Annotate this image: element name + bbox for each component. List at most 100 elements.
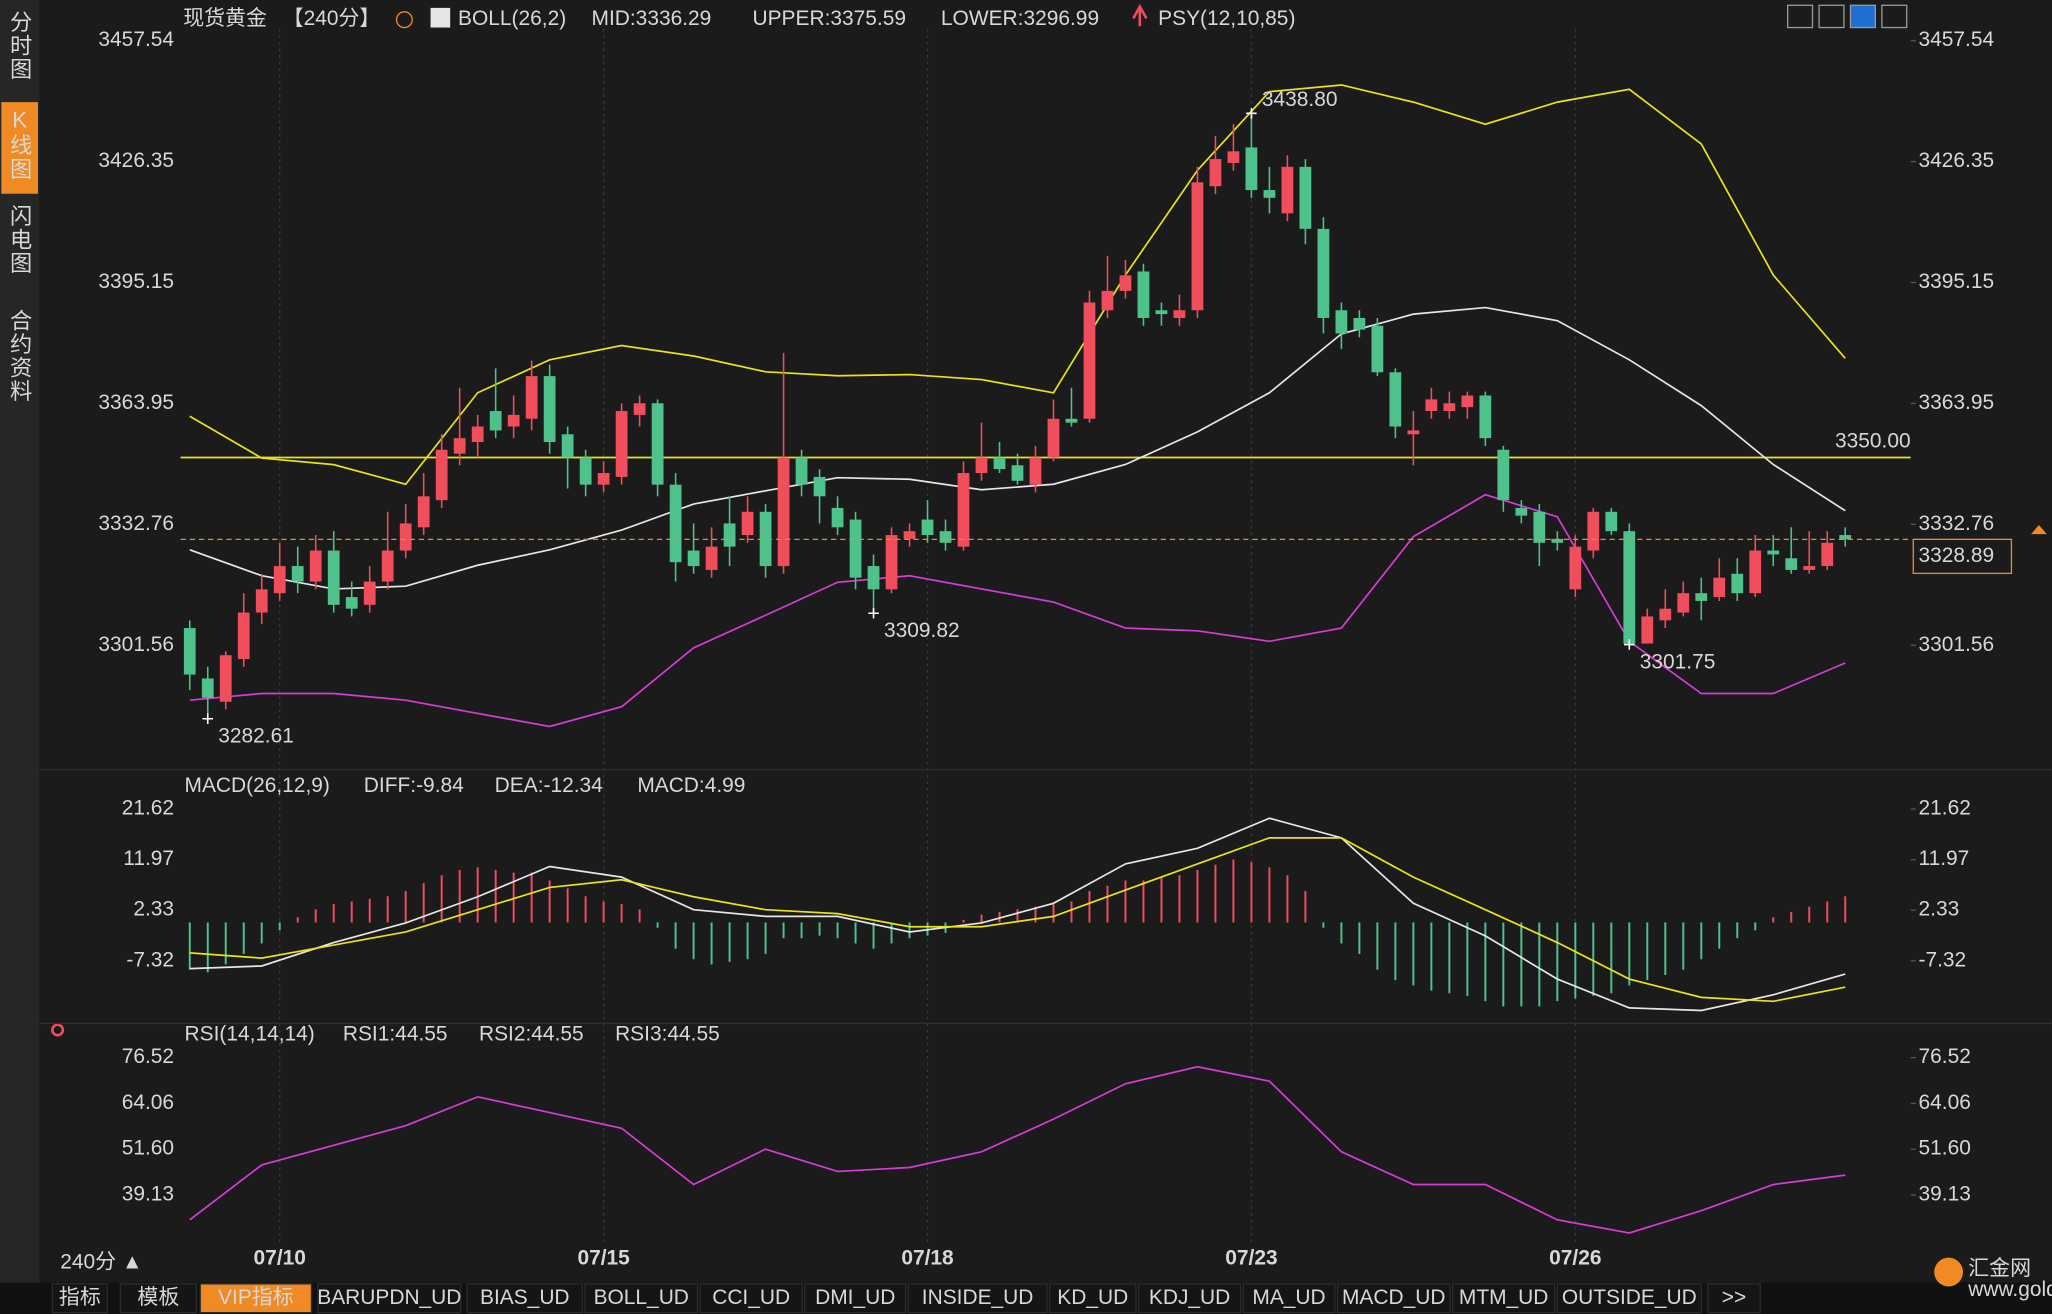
indicator-tab-label[interactable]: CCI_UD [712, 1286, 790, 1309]
sidebar-tab-label[interactable]: 闪电图 [7, 204, 32, 275]
candle-body [1695, 593, 1708, 601]
indicator-tab-label[interactable]: >> [1722, 1286, 1746, 1309]
indicator-tab-label[interactable]: MA_UD [1252, 1286, 1325, 1309]
boll-icon [430, 7, 451, 28]
indicator-tab[interactable] [317, 1283, 462, 1314]
y-tick-label: 76.52 [1919, 1045, 1971, 1068]
indicator-tab[interactable] [1707, 1283, 1761, 1314]
legend-entry: LOWER:3296.99 [941, 7, 1099, 30]
sidebar-tab-label[interactable]: K线图 [7, 107, 32, 180]
candle-body [1785, 558, 1798, 570]
candle-body [1677, 593, 1690, 613]
sidebar-tab-label[interactable]: 分时图 [7, 10, 32, 81]
candle-body [705, 546, 718, 570]
indicator-tab[interactable] [584, 1283, 699, 1314]
candle-body [1803, 566, 1816, 570]
indicator-tab-label[interactable]: OUTSIDE_UD [1562, 1286, 1697, 1309]
candle-body [1047, 418, 1060, 458]
indicator-tab[interactable] [51, 1283, 108, 1314]
indicator-tab[interactable] [1336, 1283, 1451, 1314]
x-tick-label: 07/26 [1549, 1247, 1601, 1270]
indicator-tab[interactable] [466, 1283, 584, 1314]
candle-body [327, 550, 340, 605]
candle-body [1011, 465, 1024, 481]
reference-label: 3350.00 [1835, 429, 1911, 452]
indicator-tab[interactable] [199, 1283, 313, 1314]
candle-body [885, 535, 898, 590]
psy-arrow [1132, 3, 1148, 27]
indicator-tab[interactable] [1137, 1283, 1242, 1314]
indicator-tab[interactable] [119, 1283, 197, 1314]
candle-body [435, 449, 448, 501]
indicator-tab-label[interactable]: MTM_UD [1459, 1286, 1549, 1309]
indicator-line [189, 1065, 1846, 1234]
brand-site: www.gold678.com [1967, 1278, 2052, 1301]
y-tick-label: 76.52 [122, 1045, 174, 1068]
candle-body [201, 678, 214, 698]
legend-entry: DIFF:-9.84 [364, 774, 464, 797]
indicator-tab[interactable] [1451, 1283, 1556, 1314]
chart-title: 现货黄金 [183, 7, 267, 30]
candle-body [975, 457, 988, 474]
indicator-tab-label[interactable]: MACD_UD [1342, 1286, 1445, 1309]
panel-title: MACD(26,12,9) [185, 774, 330, 797]
candle-body [777, 457, 790, 567]
indicator-tab-label[interactable]: KD_UD [1057, 1286, 1128, 1309]
extreme-label: 3438.80 [1262, 88, 1338, 111]
indicator-tab-label[interactable]: BOLL_UD [594, 1286, 689, 1309]
period-label[interactable]: 240分 ▲ [60, 1250, 142, 1273]
brand-name: 汇金网 [1968, 1257, 2031, 1280]
candle-body [417, 496, 430, 528]
tool-icon[interactable] [1881, 4, 1908, 29]
indicator-tab[interactable] [907, 1283, 1048, 1314]
indicator-icon [51, 1023, 65, 1037]
tool-icon[interactable] [1849, 4, 1876, 29]
indicator-tab[interactable] [804, 1283, 907, 1314]
indicator-tab-label[interactable]: BARUPDN_UD [317, 1286, 461, 1309]
sidebar-tab-label[interactable]: 合约资料 [7, 308, 32, 403]
tool-icon[interactable] [1818, 4, 1845, 29]
indicator-tab-label[interactable]: VIP指标 [218, 1286, 294, 1309]
candle-body [849, 519, 862, 578]
y-tick-label: 3457.54 [98, 28, 174, 51]
candle-body [489, 411, 502, 431]
indicator-tab-label[interactable]: 模板 [137, 1286, 179, 1309]
y-tick-label: 2.33 [133, 898, 174, 921]
y-tick-label: 39.13 [1919, 1183, 1971, 1206]
indicator-tab-label[interactable]: BIAS_UD [480, 1286, 570, 1309]
indicator-tab[interactable] [699, 1283, 803, 1314]
indicator-tab-label[interactable]: KDJ_UD [1149, 1286, 1230, 1309]
indicator-tab[interactable] [1556, 1283, 1702, 1314]
y-tick-label: 3332.76 [1919, 512, 1995, 535]
indicator-tab-label[interactable]: DMI_UD [815, 1286, 895, 1309]
x-tick-label: 07/18 [901, 1247, 953, 1270]
sidebar-tab[interactable] [1, 5, 38, 100]
indicator-line [189, 817, 1846, 1012]
indicator-line [189, 493, 1846, 728]
indicator-tab[interactable] [1048, 1283, 1137, 1314]
sidebar-tab[interactable] [1, 198, 38, 294]
y-tick-label: 64.06 [1919, 1091, 1971, 1114]
candle-body [1299, 166, 1312, 229]
last-price-box [1912, 538, 2013, 575]
sidebar-tab[interactable] [1, 303, 38, 425]
candle-body [1281, 166, 1294, 214]
indicator-tab[interactable] [1242, 1283, 1336, 1314]
panel-title: RSI(14,14,14) [185, 1023, 315, 1046]
candle-body [759, 511, 772, 567]
candle-body [1317, 228, 1330, 318]
candle-body [1407, 430, 1420, 435]
sidebar-tab[interactable] [1, 102, 38, 194]
candle-body [579, 457, 592, 485]
legend-entry: UPPER:3375.59 [752, 7, 906, 30]
indicator-tab-label[interactable]: INSIDE_UD [922, 1286, 1034, 1309]
indicator-tab-label[interactable]: 指标 [59, 1286, 101, 1309]
candle-body [903, 531, 916, 539]
candle-body [1839, 535, 1852, 540]
y-tick-label: 21.62 [122, 797, 174, 820]
candle-body [507, 414, 520, 427]
add-icon[interactable] [395, 11, 413, 29]
candle-body [471, 426, 484, 443]
tool-icon[interactable] [1786, 4, 1814, 29]
